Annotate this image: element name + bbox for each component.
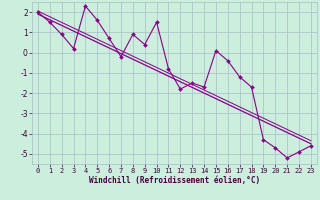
X-axis label: Windchill (Refroidissement éolien,°C): Windchill (Refroidissement éolien,°C)	[89, 176, 260, 185]
